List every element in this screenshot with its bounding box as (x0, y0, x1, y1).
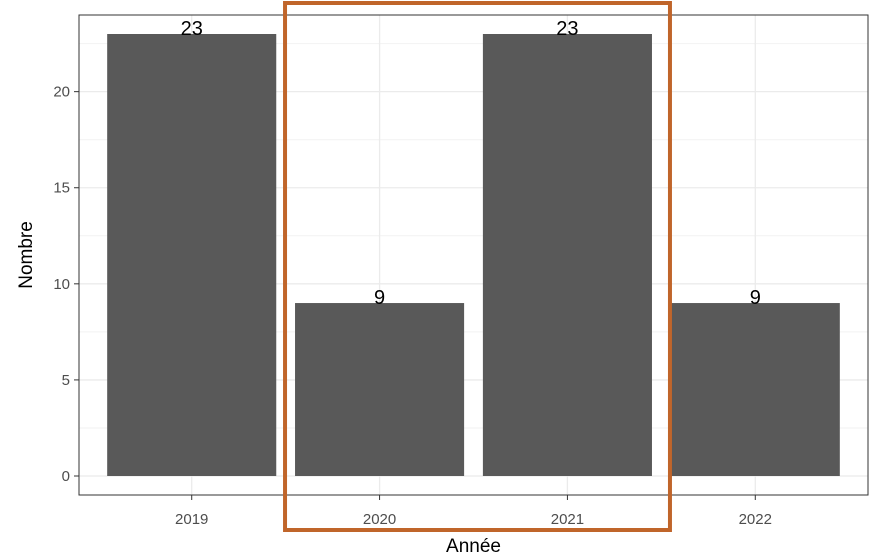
x-tick-label-2019: 2019 (175, 511, 208, 528)
bars-layer (107, 34, 840, 476)
bar-2022 (670, 303, 840, 476)
bar-2019 (107, 34, 277, 476)
panel-border (78, 14, 869, 496)
x-axis-title: Année (446, 536, 501, 557)
y-tick-label: 5 (62, 372, 70, 389)
data-label-2022: 9 (750, 287, 761, 309)
data-label-2020: 9 (374, 287, 385, 309)
x-tick-label-2020: 2020 (363, 511, 396, 528)
bar-2020 (295, 303, 465, 476)
data-labels-layer: 23 9 23 9 (181, 18, 761, 309)
y-tick-label: 0 (62, 468, 70, 485)
y-tick-label: 15 (53, 180, 70, 197)
bar-2021 (482, 34, 652, 476)
axis-layer: 0 5 10 15 20 2019 2020 2021 2022 (53, 84, 772, 528)
y-tick-label: 20 (53, 84, 70, 101)
x-tick-label-2021: 2021 (551, 511, 584, 528)
data-label-2019: 23 (181, 18, 203, 40)
y-tick-label: 10 (53, 276, 70, 293)
data-label-2021: 23 (556, 18, 578, 40)
y-axis-title: Nombre (16, 221, 37, 289)
highlight-box (283, 1, 672, 532)
x-tick-label-2022: 2022 (739, 511, 772, 528)
